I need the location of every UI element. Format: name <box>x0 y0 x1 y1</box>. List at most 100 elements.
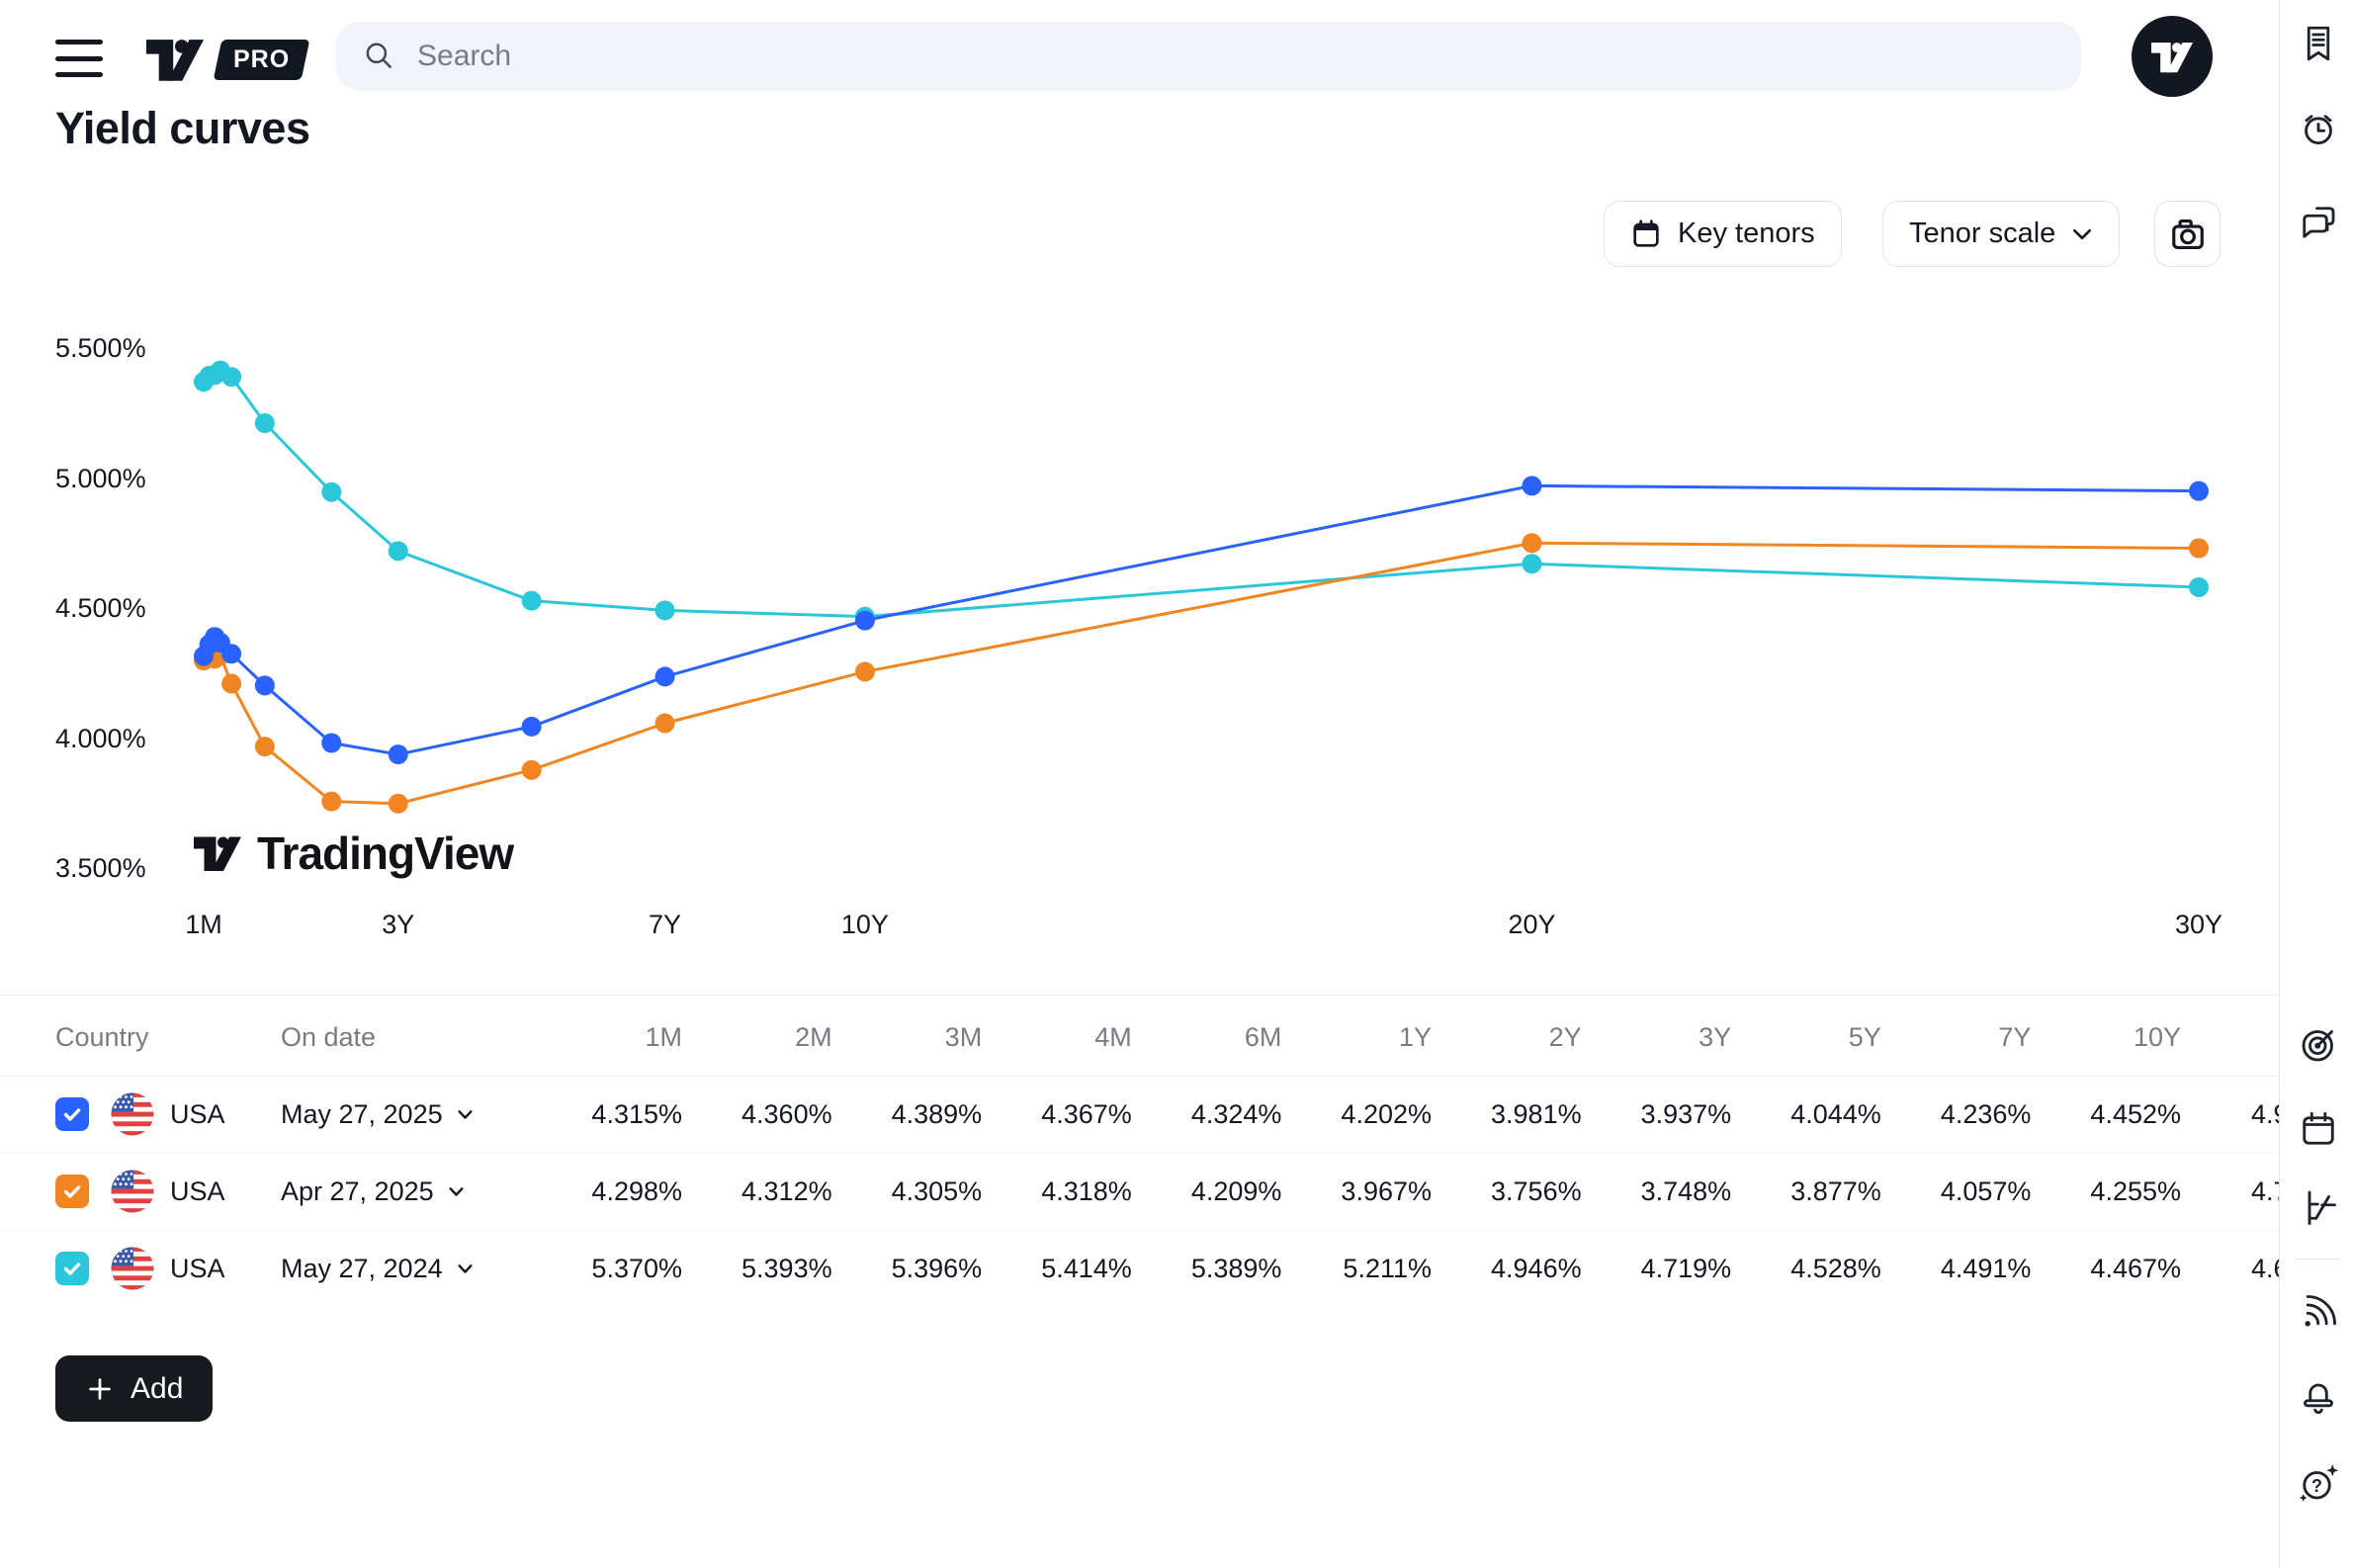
yield-value: 4.452% <box>2090 1099 2181 1129</box>
column-header-country: Country <box>55 1022 149 1052</box>
yield-value: 5.396% <box>891 1254 983 1283</box>
yield-value: 4.236% <box>1940 1099 2032 1129</box>
camera-icon <box>2171 218 2204 249</box>
tv-logo-icon <box>146 40 204 81</box>
series-usa-apr-27-2025 <box>194 533 2209 814</box>
key-tenors-label: Key tenors <box>1678 218 1815 249</box>
data-point <box>1522 476 1542 496</box>
chat-icon[interactable] <box>2294 198 2343 247</box>
check-icon <box>63 1263 81 1275</box>
data-point <box>521 759 542 780</box>
y-tick-label: 5.000% <box>55 463 146 493</box>
column-header-tenor: 10Y <box>2133 1022 2181 1052</box>
date-dropdown[interactable]: May 27, 2024 <box>281 1249 474 1288</box>
tradingview-logo[interactable]: PRO <box>146 34 310 85</box>
country-label: USA <box>170 1254 225 1283</box>
rail-divider <box>2295 1259 2340 1260</box>
right-rail: ? <box>2279 0 2353 1568</box>
row-checkbox[interactable] <box>55 1175 89 1208</box>
y-tick-label: 5.500% <box>55 333 146 363</box>
yield-value: 5.414% <box>1041 1254 1132 1283</box>
data-point <box>654 666 675 687</box>
date-label: Apr 27, 2025 <box>281 1176 434 1206</box>
yield-value: 3.756% <box>1491 1176 1582 1206</box>
yield-value: 4.298% <box>591 1176 682 1206</box>
yield-value: 4.202% <box>1341 1099 1432 1129</box>
row-checkbox[interactable] <box>55 1097 89 1131</box>
data-point <box>521 590 542 611</box>
avatar[interactable] <box>2132 16 2213 97</box>
yield-value: 4.255% <box>2090 1176 2181 1206</box>
yield-curves-icon[interactable] <box>2294 1182 2343 1232</box>
date-dropdown[interactable]: Apr 27, 2025 <box>281 1172 465 1211</box>
data-point <box>221 673 242 694</box>
yield-value: 3.748% <box>1640 1176 1732 1206</box>
country-label: USA <box>170 1176 225 1206</box>
x-tick-label: 30Y <box>2174 910 2223 939</box>
column-header-tenor: 6M <box>1244 1022 1282 1052</box>
data-point <box>521 716 542 737</box>
row-checkbox[interactable] <box>55 1252 89 1285</box>
svg-text:?: ? <box>2311 1476 2322 1496</box>
date-label: May 27, 2024 <box>281 1253 443 1283</box>
search-bar <box>336 22 2081 91</box>
notifications-icon[interactable] <box>2294 1372 2343 1422</box>
yield-value: 4.467% <box>2090 1254 2181 1283</box>
series-usa-may-27-2025 <box>194 476 2209 765</box>
header-divider <box>0 1076 2279 1077</box>
help-icon[interactable]: ? <box>2294 1458 2343 1508</box>
column-header-tenor: 1M <box>645 1022 682 1052</box>
column-header-tenor: 3Y <box>1699 1022 1732 1052</box>
y-tick-label: 4.500% <box>55 593 146 623</box>
date-dropdown[interactable]: May 27, 2025 <box>281 1094 474 1134</box>
watermark-text: TradingView <box>257 828 514 879</box>
chart-canvas[interactable] <box>0 326 2353 981</box>
yield-value: 4.389% <box>891 1099 983 1129</box>
yield-value: 3.877% <box>1790 1176 1881 1206</box>
snapshot-button[interactable] <box>2154 201 2221 267</box>
search-input[interactable] <box>415 39 2055 74</box>
yield-table: Country On date 1M 2M 3M 4M 6M 1Y 2Y 3Y 5Y 7Y 10Y … <box>0 995 2279 1321</box>
chevron-down-icon <box>449 1186 464 1196</box>
data-point <box>2189 538 2209 559</box>
data-point <box>654 713 675 734</box>
usa-flag-icon <box>111 1092 154 1136</box>
yield-value-clipped: 4.7 <box>2251 1176 2279 1206</box>
tenor-scale-label: Tenor scale <box>1909 218 2056 249</box>
yield-value: 4.528% <box>1790 1254 1881 1283</box>
column-header-tenor: 2M <box>795 1022 832 1052</box>
check-icon <box>63 1108 81 1121</box>
column-header-tenor: 4M <box>1094 1022 1132 1052</box>
data-point <box>321 733 342 753</box>
news-flow-icon[interactable] <box>2294 1288 2343 1338</box>
screener-icon[interactable] <box>2294 1020 2343 1070</box>
yield-value-clipped: 4.6 <box>2251 1254 2279 1283</box>
column-header-tenor: 3M <box>944 1022 983 1052</box>
chevron-down-icon <box>2073 228 2092 239</box>
data-point <box>654 600 675 621</box>
data-point <box>254 675 275 696</box>
yield-value: 4.491% <box>1940 1254 2032 1283</box>
country-label: USA <box>170 1099 225 1129</box>
x-tick-label: 3Y <box>382 910 415 939</box>
key-tenors-button[interactable]: Key tenors <box>1604 201 1842 267</box>
tradingview-watermark: TradingView <box>194 827 514 880</box>
yield-value: 5.393% <box>741 1254 832 1283</box>
data-point <box>254 413 275 434</box>
tenor-scale-dropdown[interactable]: Tenor scale <box>1882 201 2121 267</box>
yield-value: 4.360% <box>741 1099 832 1129</box>
yield-value: 4.315% <box>591 1099 682 1129</box>
add-curve-button[interactable]: Add <box>55 1355 214 1422</box>
data-point <box>221 367 242 388</box>
yield-curve-chart[interactable]: TradingView 5.500% 5.000% 4.500% 4.000% 3.50… <box>0 326 2353 981</box>
yield-value: 4.057% <box>1940 1176 2032 1206</box>
calendar-icon[interactable] <box>2294 1104 2343 1154</box>
data-point <box>321 481 342 502</box>
yield-value: 4.367% <box>1041 1099 1132 1129</box>
watchlist-icon[interactable] <box>2294 19 2343 68</box>
x-tick-label: 7Y <box>649 910 682 939</box>
menu-icon[interactable] <box>55 40 103 77</box>
column-header-tenor: 5Y <box>1848 1022 1881 1052</box>
alerts-icon[interactable] <box>2294 104 2343 153</box>
